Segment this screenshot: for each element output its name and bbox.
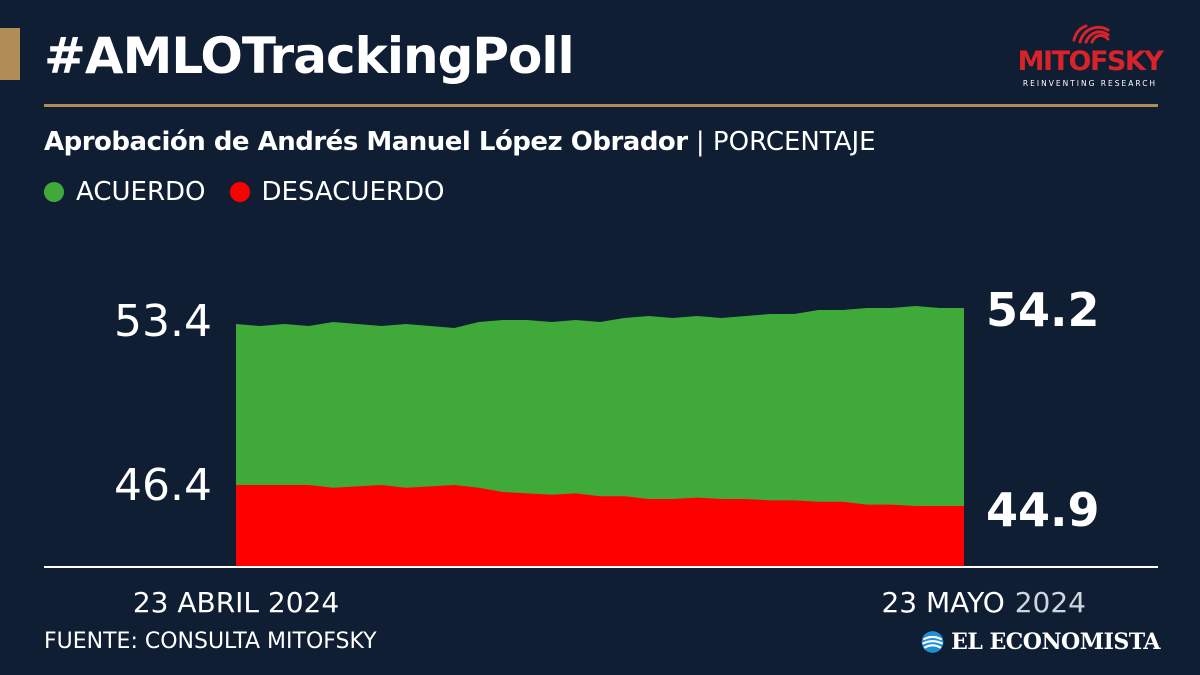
legend-swatch-acuerdo xyxy=(44,182,64,202)
start-value-acuerdo: 53.4 xyxy=(114,296,212,347)
swirl-logo-icon: MITOFSKY REINVENTING RESEARCH xyxy=(1018,24,1166,88)
area-desacuerdo xyxy=(236,485,964,566)
brand-wordmark: EL ECONOMISTA xyxy=(951,629,1160,655)
legend-item-desacuerdo: DESACUERDO xyxy=(229,172,445,212)
legend-label-acuerdo: ACUERDO xyxy=(76,177,206,207)
subtitle-unit: PORCENTAJE xyxy=(712,127,876,157)
end-value-acuerdo: 54.2 xyxy=(986,283,1100,337)
end-value-desacuerdo: 44.9 xyxy=(986,483,1100,537)
logo-wordmark: MITOFSKY xyxy=(1018,46,1165,77)
legend-swatch-desacuerdo xyxy=(229,182,250,202)
x-label-end-date: 23 MAYO xyxy=(881,586,1004,619)
legend-item-acuerdo: ACUERDO xyxy=(44,172,206,212)
chart-legend: ACUERDO DESACUERDO xyxy=(44,172,468,212)
subtitle-separator: | xyxy=(695,127,705,157)
logo-tagline: REINVENTING RESEARCH xyxy=(1023,79,1157,88)
subtitle-main: Aprobación de Andrés Manuel López Obrado… xyxy=(44,127,688,157)
title-accent-bar xyxy=(0,28,20,80)
page-title: #AMLOTrackingPoll xyxy=(44,27,575,85)
el-economista-brand: EL ECONOMISTA xyxy=(920,624,1160,660)
x-label-end-year: 2024 xyxy=(1015,586,1086,619)
globe-icon xyxy=(921,631,944,653)
header-divider xyxy=(44,104,1158,107)
mitofsky-logo: MITOFSKY REINVENTING RESEARCH xyxy=(1012,16,1168,90)
chart-subtitle: Aprobación de Andrés Manuel López Obrado… xyxy=(44,122,876,162)
x-label-start: 23 ABRIL 2024 xyxy=(133,586,339,619)
legend-label-desacuerdo: DESACUERDO xyxy=(261,177,445,207)
source-note: FUENTE: CONSULTA MITOFSKY xyxy=(44,629,377,654)
start-value-desacuerdo: 46.4 xyxy=(114,460,212,511)
x-label-end: 23 MAYO 2024 xyxy=(881,586,1086,619)
